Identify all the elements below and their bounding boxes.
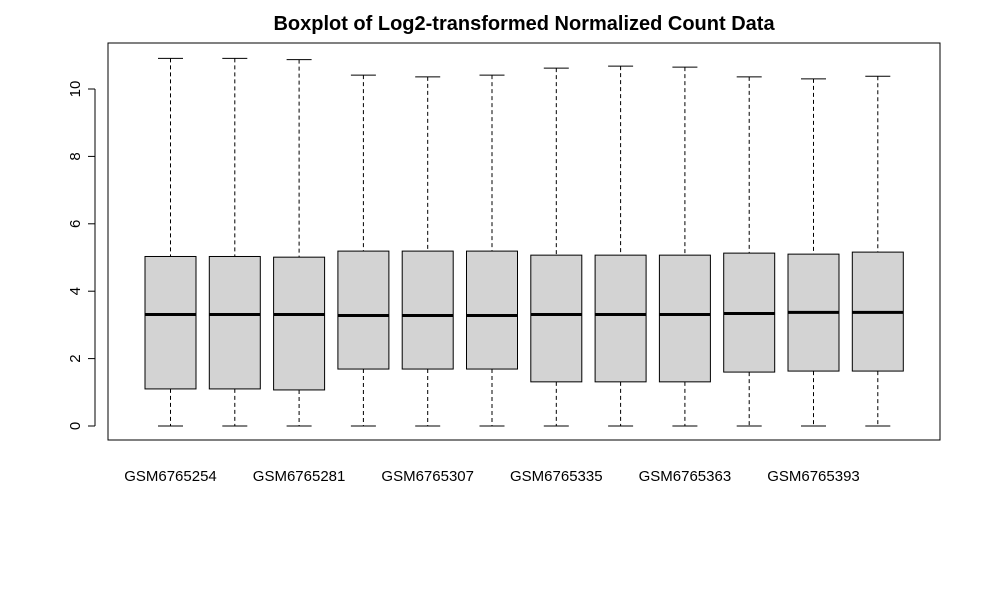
box-group	[594, 65, 647, 427]
box-group	[466, 74, 518, 427]
y-axis: 0 2 4 6 8 10	[67, 81, 96, 430]
x-tick-label: GSM6765335	[510, 468, 603, 485]
box-iqr	[530, 254, 583, 383]
box-iqr	[658, 254, 711, 383]
box-iqr	[401, 250, 454, 370]
x-axis: GSM6765254 GSM6765281 GSM6765307 GSM6765335…	[124, 468, 860, 485]
boxes-layer	[144, 57, 904, 427]
y-tick-label: 0	[67, 422, 84, 430]
plot-frame	[107, 42, 941, 441]
x-tick-label: GSM6765393	[767, 468, 860, 485]
y-tick-label: 10	[67, 81, 84, 98]
x-tick-label: GSM6765363	[639, 468, 732, 485]
chart-title: Boxplot of Log2-transformed Normalized C…	[273, 13, 775, 35]
box-group	[658, 66, 711, 427]
y-tick-label: 2	[67, 354, 84, 362]
y-tick-label: 8	[67, 152, 84, 160]
x-tick-label: GSM6765254	[124, 468, 217, 485]
box-group	[273, 59, 326, 427]
box-iqr	[337, 250, 390, 370]
box-group	[401, 76, 454, 427]
box-iqr	[208, 255, 261, 390]
box-group	[208, 57, 261, 427]
x-tick-label: GSM6765281	[253, 468, 346, 485]
box-group	[723, 76, 776, 427]
box-iqr	[466, 250, 518, 370]
box-iqr	[144, 255, 197, 390]
box-iqr	[594, 254, 647, 383]
box-group	[144, 57, 197, 427]
box-group	[851, 75, 904, 427]
box-group	[337, 74, 390, 427]
box-group	[787, 78, 840, 427]
box-group	[530, 67, 583, 427]
y-tick-label: 4	[67, 287, 84, 295]
box-iqr	[273, 256, 326, 391]
y-tick-label: 6	[67, 220, 84, 228]
x-tick-label: GSM6765307	[381, 468, 474, 485]
